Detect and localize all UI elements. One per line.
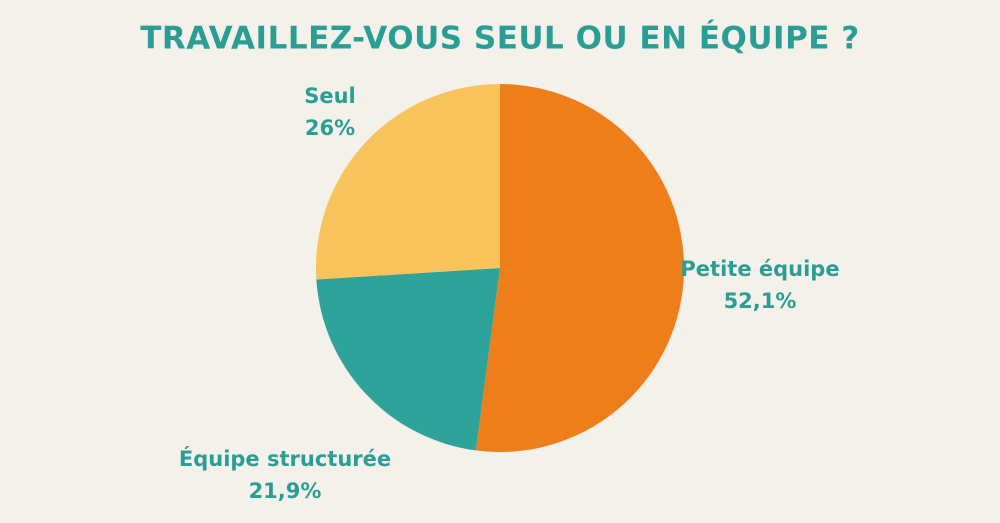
slice-label: Équipe structurée	[179, 446, 391, 471]
pie-slice	[316, 84, 500, 280]
pie-slice	[475, 84, 684, 452]
slice-label: Petite équipe	[680, 257, 839, 281]
slice-label: Seul	[304, 84, 356, 108]
slice-value-label: 26%	[305, 116, 355, 140]
pie-slice	[316, 268, 500, 451]
slice-value-label: 52,1%	[724, 289, 797, 313]
slice-value-label: 21,9%	[249, 479, 322, 503]
chart-title: TRAVAILLEZ-VOUS SEUL OU EN ÉQUIPE ?	[140, 21, 860, 57]
